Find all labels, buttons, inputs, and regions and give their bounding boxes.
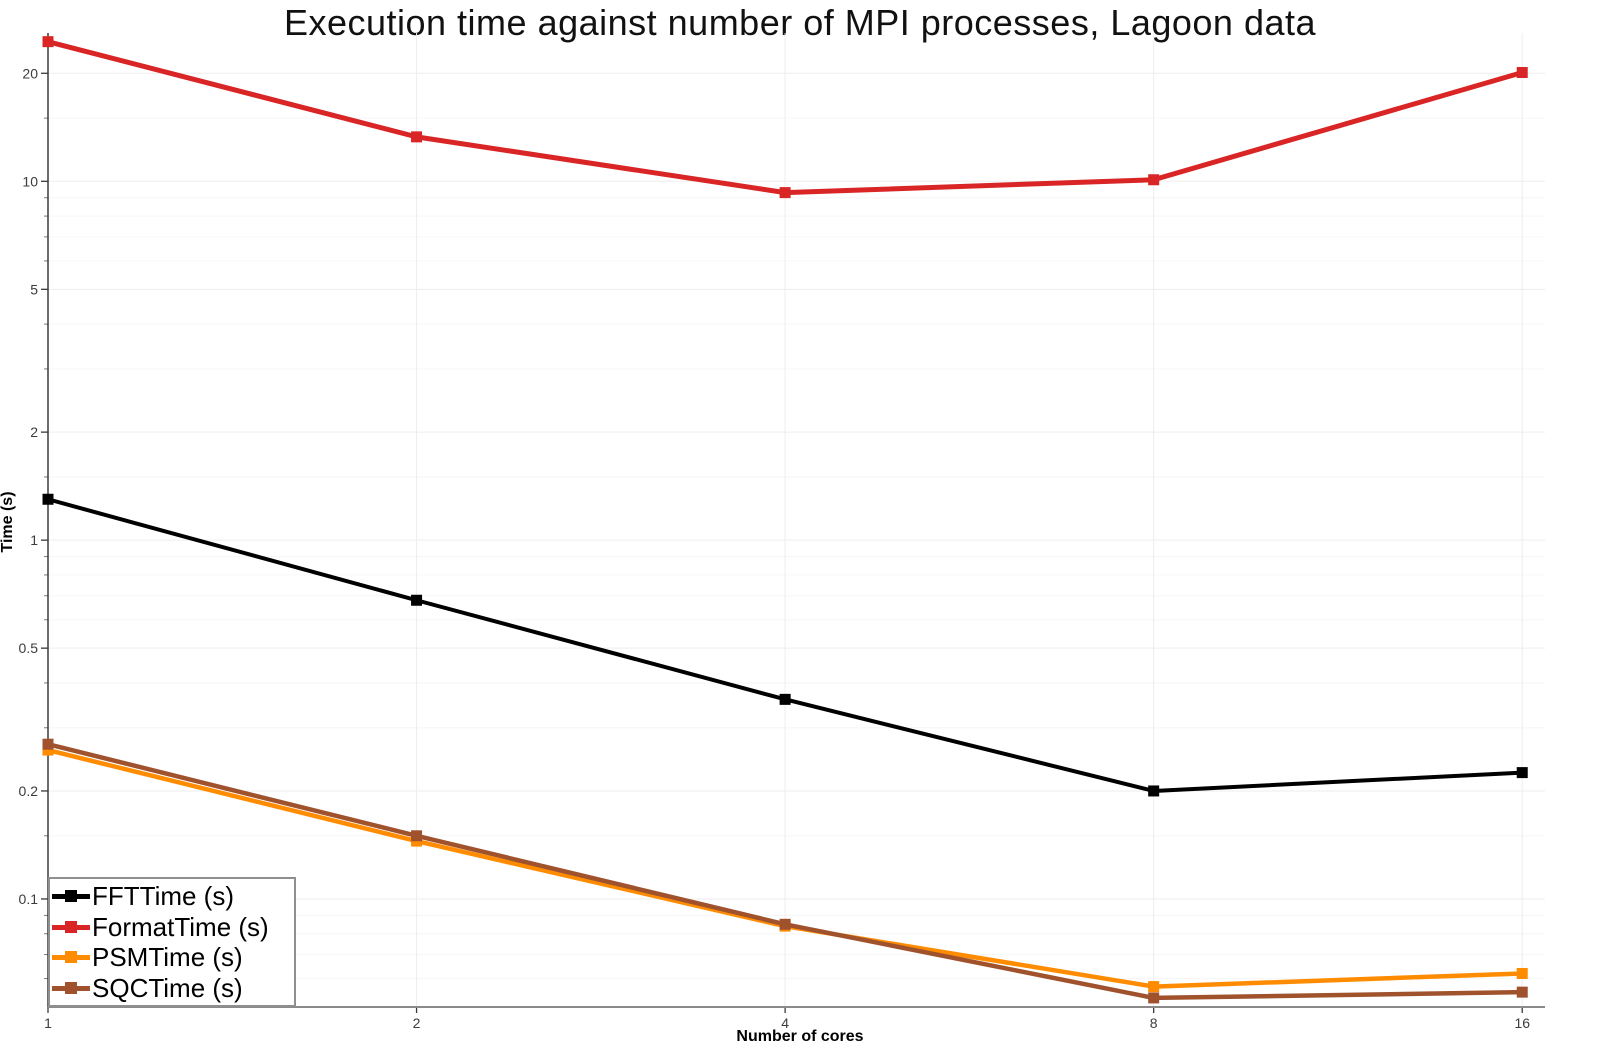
series-marker: [42, 493, 54, 505]
y-tick-label: 1: [30, 532, 38, 548]
series-marker: [1148, 981, 1160, 993]
legend-label: PSMTime (s): [92, 942, 243, 973]
chart-title: Execution time against number of MPI pro…: [283, 2, 1317, 43]
y-tick-label: 0.5: [19, 640, 39, 656]
series-marker: [411, 594, 423, 606]
series-marker: [1516, 67, 1528, 79]
x-tick-label: 4: [781, 1015, 789, 1031]
x-axis-label: Number of cores: [736, 1028, 864, 1045]
legend-item: FFTTime (s): [52, 881, 294, 911]
x-tick-label: 2: [413, 1015, 421, 1031]
y-tick-label: 2: [30, 424, 38, 440]
series-marker: [1148, 992, 1160, 1004]
series-marker: [42, 36, 54, 48]
legend-marker-icon: [65, 951, 77, 964]
y-axis-label: Time (s): [0, 491, 16, 553]
series-marker: [1516, 967, 1528, 979]
legend-marker-icon: [65, 890, 77, 903]
legend-label: SQCTime (s): [92, 972, 243, 1003]
series-marker: [42, 744, 54, 756]
series-marker: [1516, 986, 1528, 998]
legend-label: FormatTime (s): [92, 911, 269, 942]
y-tick-label: 0.1: [19, 891, 39, 907]
series-marker: [779, 918, 791, 930]
legend-marker-icon: [65, 920, 77, 933]
series-marker: [779, 187, 791, 199]
legend-series-swatch: [52, 950, 90, 964]
series-marker: [1148, 174, 1160, 186]
legend-series-swatch: [52, 920, 90, 934]
series-marker: [1148, 785, 1160, 797]
x-tick-label: 1: [44, 1015, 52, 1031]
x-tick-label: 8: [1150, 1015, 1158, 1031]
series-marker: [42, 738, 54, 750]
series-marker: [1516, 767, 1528, 779]
legend-series-swatch: [52, 889, 90, 903]
y-tick-label: 5: [30, 281, 38, 297]
legend: FFTTime (s) FormatTime (s) PSMTime (s) SQCT…: [48, 877, 296, 1007]
y-tick-label: 0.2: [19, 783, 39, 799]
legend-item: SQCTime (s): [52, 973, 294, 1003]
y-tick-label: 10: [22, 173, 38, 189]
legend-marker-icon: [65, 981, 77, 994]
y-tick-label: 20: [22, 65, 38, 81]
series-marker: [411, 830, 423, 842]
legend-item: FormatTime (s): [52, 912, 294, 942]
series-marker: [779, 693, 791, 705]
x-tick-label: 16: [1514, 1015, 1530, 1031]
legend-item: PSMTime (s): [52, 942, 294, 972]
series-marker: [411, 131, 423, 143]
legend-series-swatch: [52, 981, 90, 995]
legend-label: FFTTime (s): [92, 881, 234, 912]
